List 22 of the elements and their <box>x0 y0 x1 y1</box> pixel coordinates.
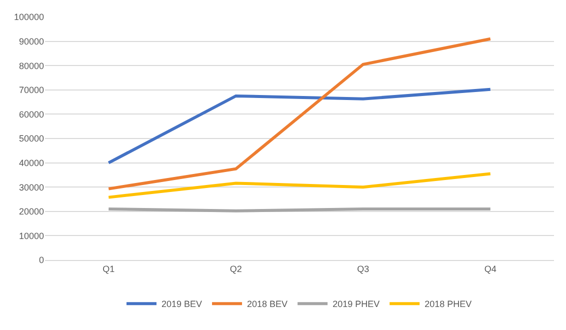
legend-label: 2019 PHEV <box>332 299 380 310</box>
y-tick-label: 60000 <box>18 109 44 120</box>
x-tick-label: Q1 <box>102 264 115 274</box>
y-tick-label: 90000 <box>18 36 44 46</box>
y-tick-label: 10000 <box>18 230 44 241</box>
y-tick-label: 70000 <box>18 85 44 96</box>
y-tick-label: 50000 <box>18 134 44 144</box>
y-tick-label: 0 <box>38 255 44 266</box>
legend-label: 2018 BEV <box>247 299 288 310</box>
legend-label: 2018 PHEV <box>424 299 472 310</box>
y-tick-label: 100000 <box>14 12 44 22</box>
x-tick-label: Q3 <box>357 264 370 274</box>
line-series <box>107 88 492 164</box>
line-series <box>107 172 492 199</box>
y-tick-label: 40000 <box>18 158 44 168</box>
legend-label: 2019 BEV <box>162 299 202 310</box>
y-tick-label: 30000 <box>18 182 44 192</box>
line-series <box>107 37 492 190</box>
y-tick-label: 20000 <box>18 206 44 217</box>
y-tick-label: 80000 <box>18 60 44 71</box>
x-tick-label: Q2 <box>230 264 242 274</box>
x-tick-label: Q4 <box>484 264 496 274</box>
